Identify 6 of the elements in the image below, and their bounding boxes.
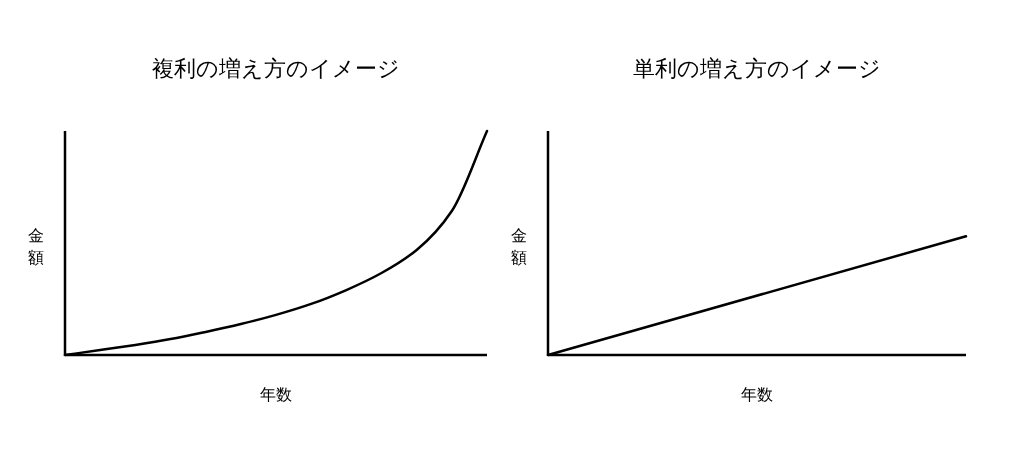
x-axis-title: 年数: [260, 385, 292, 404]
y-axis-title: 金額: [28, 226, 44, 267]
chart-title: 複利の増え方のイメージ: [152, 56, 400, 81]
chart-title: 単利の増え方のイメージ: [633, 56, 881, 81]
x-axis-title: 年数: [741, 385, 773, 404]
y-axis-title: 金額: [511, 226, 527, 267]
